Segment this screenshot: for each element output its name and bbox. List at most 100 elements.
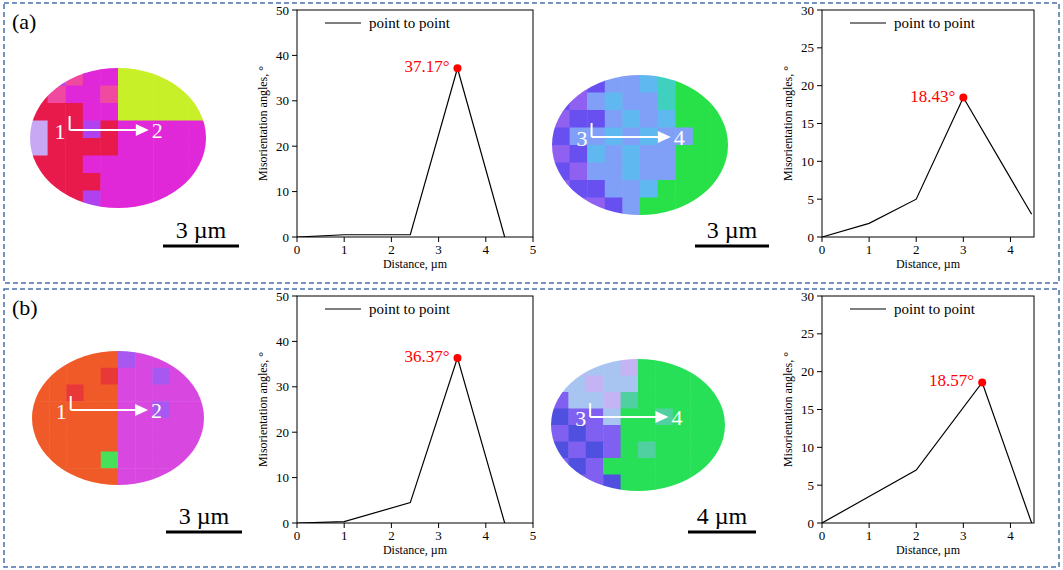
map-pixel — [710, 180, 728, 198]
map-pixel — [188, 103, 206, 121]
map-pixel — [586, 392, 604, 409]
path-end-label: 2 — [152, 118, 163, 143]
y-axis-title: Misorientation angles, ° — [781, 352, 795, 467]
map-pixel — [690, 392, 708, 409]
arrow-tail — [589, 403, 591, 417]
map-pixel — [587, 145, 605, 163]
map-pixel — [552, 110, 570, 128]
orientation-map — [551, 359, 726, 492]
x-tick-label: 2 — [388, 242, 395, 257]
map-pixel — [118, 68, 136, 86]
map-pixel — [170, 385, 188, 402]
y-tick-label: 0 — [808, 230, 815, 245]
map-pixel — [30, 156, 48, 174]
path-start-label: 1 — [56, 399, 67, 424]
y-tick-label: 5 — [808, 478, 815, 493]
map-pixel — [551, 425, 569, 442]
map-pixel — [83, 68, 101, 86]
map-pixel — [65, 68, 83, 86]
map-pixel — [675, 198, 693, 216]
map-pixel — [570, 93, 588, 111]
map-pixel — [118, 103, 136, 121]
map-pixel — [118, 191, 136, 209]
x-tick-label: 1 — [341, 528, 348, 543]
plot-area — [822, 94, 1032, 237]
map-pixel — [101, 368, 119, 385]
x-tick-label: 0 — [819, 242, 826, 257]
map-pixel — [171, 86, 189, 104]
y-tick — [817, 237, 822, 238]
map-pixel — [101, 452, 119, 469]
map-pixel — [603, 475, 621, 492]
plot-frame — [297, 10, 533, 237]
legend-label: point to point — [369, 15, 451, 31]
legend-swatch — [325, 22, 361, 23]
map-pixel — [587, 163, 605, 181]
path-start-label: 3 — [575, 406, 586, 431]
map-pixel — [65, 103, 83, 121]
y-tick — [817, 161, 822, 162]
map-pixel — [153, 86, 171, 104]
map-pixel — [101, 418, 119, 435]
map-pixel — [83, 103, 101, 121]
map-pixel — [603, 425, 621, 442]
map-pixel — [622, 110, 640, 128]
y-tick-label: 0 — [808, 516, 815, 531]
map-pixel — [188, 138, 206, 156]
map-pixel — [638, 392, 656, 409]
map-pixel — [621, 425, 639, 442]
map-pixel — [693, 128, 711, 146]
map-pixel — [100, 86, 118, 104]
map-pixel — [551, 458, 569, 475]
y-tick — [292, 477, 297, 478]
map-pixel — [171, 103, 189, 121]
map-pixel — [84, 385, 102, 402]
map-pixel — [152, 468, 170, 485]
map-pixel — [638, 425, 656, 442]
map-pixel — [66, 351, 84, 368]
map-pixel — [552, 128, 570, 146]
map-pixel — [710, 163, 728, 181]
map-pixel — [153, 156, 171, 174]
scale-bar-label: 4 µm — [697, 503, 748, 529]
map-pixel — [171, 138, 189, 156]
y-tick — [817, 371, 822, 372]
y-tick — [292, 296, 297, 297]
map-pixel — [83, 156, 101, 174]
map-pixel — [586, 376, 604, 393]
map-pixel — [693, 93, 711, 111]
map-pixel — [693, 110, 711, 128]
map-pixel — [690, 409, 708, 426]
map-pixel — [30, 173, 48, 191]
map-pixel — [153, 68, 171, 86]
arrow-tail — [591, 123, 593, 137]
scale-bar — [688, 531, 756, 534]
panel-frame — [4, 289, 1059, 567]
map-pixel — [693, 198, 711, 216]
map-pixel — [48, 191, 66, 209]
map-pixel — [605, 75, 623, 93]
y-tick — [817, 199, 822, 200]
y-axis-title: Misorientation angles, ° — [256, 66, 270, 181]
map-pixel — [30, 191, 48, 209]
map-pixel — [675, 163, 693, 181]
map-pixel — [710, 75, 728, 93]
y-tick — [817, 296, 822, 297]
map-pixel — [552, 163, 570, 181]
map-pixel — [673, 458, 691, 475]
map-pixel — [66, 418, 84, 435]
figure: (a)(b)123 µm343 µm123 µm344 µm0123450102… — [0, 0, 1063, 570]
map-pixel — [570, 163, 588, 181]
map-pixel — [188, 191, 206, 209]
peak-marker — [453, 64, 461, 72]
y-tick-label: 5 — [808, 192, 815, 207]
peak-label: 18.57° — [929, 371, 974, 390]
map-pixel — [622, 75, 640, 93]
map-pixel — [693, 163, 711, 181]
map-pixel — [171, 68, 189, 86]
y-tick-label: 15 — [801, 116, 814, 131]
map-pixel — [136, 68, 154, 86]
x-tick-label: 4 — [1007, 528, 1014, 543]
map-pixel — [568, 475, 586, 492]
map-pixel — [170, 435, 188, 452]
